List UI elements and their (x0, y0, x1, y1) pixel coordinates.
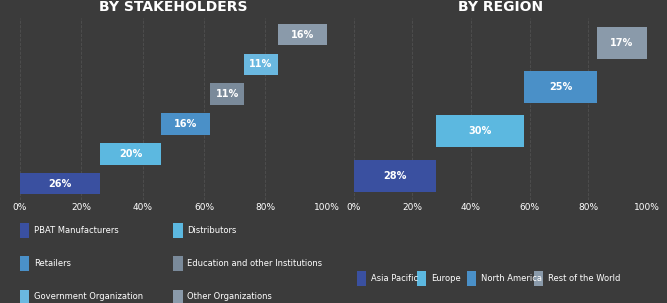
Bar (597, 27, 647, 58)
Text: 25%: 25% (549, 82, 572, 92)
Text: 16%: 16% (291, 30, 314, 40)
Text: 28%: 28% (383, 171, 406, 181)
Text: 17%: 17% (610, 38, 634, 48)
Bar (277, 24, 327, 45)
Title: BY STAKEHOLDERS: BY STAKEHOLDERS (99, 0, 247, 14)
Text: 11%: 11% (215, 89, 239, 99)
Text: 11%: 11% (249, 59, 273, 69)
Bar (244, 54, 277, 75)
Text: PBAT Manufacturers: PBAT Manufacturers (34, 226, 119, 235)
Text: Government Organization: Government Organization (34, 292, 143, 301)
Text: Other Organizations: Other Organizations (187, 292, 272, 301)
Text: Asia Pacific: Asia Pacific (371, 274, 418, 283)
Text: North America: North America (481, 274, 542, 283)
Text: Rest of the World: Rest of the World (548, 274, 620, 283)
Bar (354, 160, 436, 191)
Bar (20, 173, 100, 194)
Text: Retailers: Retailers (34, 259, 71, 268)
Text: 26%: 26% (48, 178, 71, 188)
Text: 20%: 20% (119, 149, 142, 159)
Title: BY REGION: BY REGION (458, 0, 543, 14)
Text: 16%: 16% (174, 119, 197, 129)
Bar (210, 83, 244, 105)
Bar (436, 115, 524, 147)
Text: Distributors: Distributors (187, 226, 237, 235)
Text: Education and other Institutions: Education and other Institutions (187, 259, 323, 268)
Bar (161, 113, 210, 135)
Text: 30%: 30% (468, 126, 492, 136)
Bar (524, 71, 597, 103)
Text: Europe: Europe (431, 274, 461, 283)
Bar (100, 143, 161, 165)
